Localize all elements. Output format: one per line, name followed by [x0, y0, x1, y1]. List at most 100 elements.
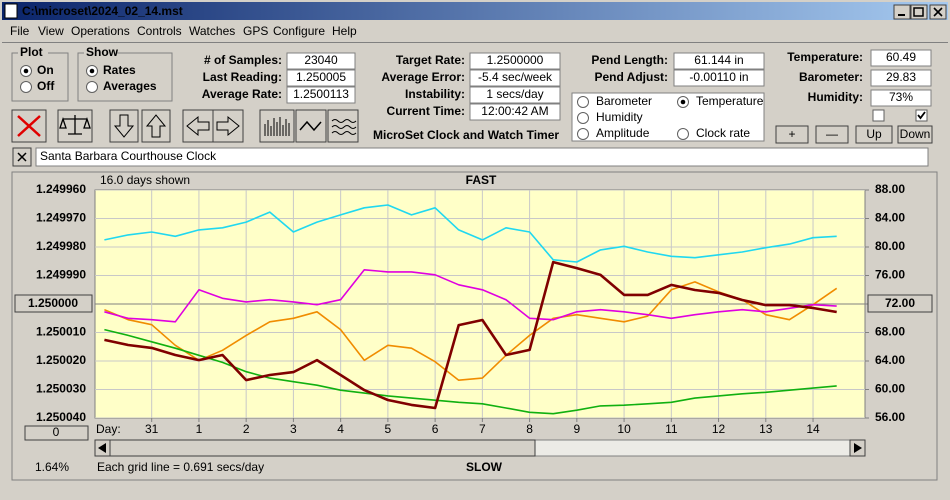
scale-button[interactable] — [897, 125, 933, 144]
scroll-right-icon — [854, 443, 862, 453]
series-line — [104, 269, 837, 323]
x-tick-label: 6 — [432, 422, 439, 436]
y-tick-label: 1.250020 — [36, 353, 86, 367]
center-temp-button[interactable] — [867, 294, 933, 313]
window-controls[interactable] — [893, 4, 947, 20]
down-icon — [113, 114, 135, 138]
checkmark — [917, 111, 926, 120]
group-title-bg — [84, 47, 116, 59]
menu-item: Help — [332, 24, 357, 38]
field-label: Average Error: — [381, 70, 465, 84]
scale-button[interactable] — [815, 125, 849, 144]
checkbox[interactable] — [872, 109, 885, 122]
series-line — [104, 281, 838, 381]
field-value: -5.4 sec/week — [478, 70, 553, 84]
minimize-button[interactable] — [893, 4, 911, 20]
radio[interactable] — [86, 81, 98, 93]
days-shown: 16.0 days shown — [100, 173, 190, 187]
legend-label: Temperature — [696, 94, 764, 108]
x-tick-label: 7 — [479, 422, 486, 436]
x-tick-label: 31 — [145, 422, 159, 436]
x-tick-label: 4 — [337, 422, 344, 436]
bars-icon — [264, 117, 290, 136]
x-tick-label: 12 — [712, 422, 726, 436]
scroll-thumb[interactable] — [109, 439, 536, 457]
y-tick-label: 1.249960 — [36, 182, 86, 196]
legend-label: Humidity — [596, 110, 643, 124]
y2-tick-label: 68.00 — [875, 325, 905, 339]
watch-name: Santa Barbara Courthouse Clock — [40, 149, 217, 163]
app-icon — [4, 3, 18, 19]
menu-item: File — [10, 24, 30, 38]
y-tick-label: 1.250040 — [36, 410, 86, 424]
window-title: C:\microset\2024_02_14.mst — [22, 4, 183, 18]
radio-dot — [23, 68, 29, 74]
field-box — [469, 103, 561, 121]
field-label: Barometer: — [799, 70, 863, 84]
close-icon — [933, 7, 943, 17]
radio-label: Averages — [103, 79, 157, 93]
legend-radio[interactable] — [577, 112, 589, 124]
center-rate-button[interactable] — [14, 294, 93, 313]
slow-label: SLOW — [466, 460, 503, 474]
scale-button[interactable] — [855, 125, 893, 144]
x-tick-label: 14 — [806, 422, 820, 436]
menu-item: Watches — [189, 24, 235, 38]
y-tick-label: 1.249980 — [36, 239, 86, 253]
y-tick-label: 1.250030 — [36, 382, 86, 396]
field-value: 73% — [889, 90, 913, 104]
right-icon — [216, 115, 240, 137]
right-button[interactable] — [212, 109, 244, 143]
toolbar — [11, 109, 359, 143]
maximize-icon — [913, 7, 924, 17]
field-box — [673, 52, 765, 70]
left-icon — [186, 115, 210, 137]
field-label: Instability: — [405, 87, 465, 101]
x-tick-label: 8 — [526, 422, 533, 436]
y-tick-label: 1.250010 — [36, 325, 86, 339]
menu-item: Configure — [273, 24, 325, 38]
radio[interactable] — [20, 81, 32, 93]
x-tick-label: 1 — [196, 422, 203, 436]
wave-icon — [299, 120, 322, 132]
series-line — [104, 260, 837, 410]
y2-tick-label: 72.00 — [885, 296, 915, 310]
scale-button[interactable] — [775, 125, 809, 144]
radio-label: On — [37, 63, 54, 77]
legend-radio[interactable] — [577, 128, 589, 140]
y-tick-label: 1.249970 — [36, 211, 86, 225]
scroll-left-icon — [98, 443, 106, 453]
field-box — [286, 86, 356, 104]
series-line — [104, 328, 837, 415]
field-value: 1.2500000 — [487, 53, 544, 67]
field-label: Pend Adjust: — [594, 70, 668, 84]
legend-label: Barometer — [596, 94, 652, 108]
y2-tick-label: 84.00 — [875, 211, 905, 225]
y2-tick-label: 76.00 — [875, 268, 905, 282]
watch-name-field[interactable] — [35, 147, 929, 167]
group-title: Plot — [20, 45, 43, 59]
field-box — [286, 52, 356, 70]
legend-radio[interactable] — [577, 96, 589, 108]
percent-label: 1.64% — [35, 460, 69, 474]
y2-tick-label: 88.00 — [875, 182, 905, 196]
y2-tick-label: 80.00 — [875, 239, 905, 253]
legend-radio[interactable] — [677, 128, 689, 140]
close-watch-icon — [17, 152, 27, 162]
y2-tick-label: 64.00 — [875, 353, 905, 367]
field-value: 61.144 in — [694, 53, 743, 67]
field-box — [870, 89, 932, 107]
scale-button-label: + — [788, 127, 795, 141]
grid-note: Each grid line = 0.691 secs/day — [97, 460, 264, 474]
legend-label: Amplitude — [596, 126, 650, 140]
menu-item: Controls — [137, 24, 182, 38]
field-value: 1.2500113 — [293, 87, 349, 101]
radio-label: Rates — [103, 63, 136, 77]
offset-button[interactable] — [24, 425, 89, 441]
field-label: Target Rate: — [396, 53, 465, 67]
field-value: 29.83 — [886, 70, 916, 84]
y2-tick-label: 56.00 — [875, 410, 905, 424]
radio-label: Off — [37, 79, 55, 93]
